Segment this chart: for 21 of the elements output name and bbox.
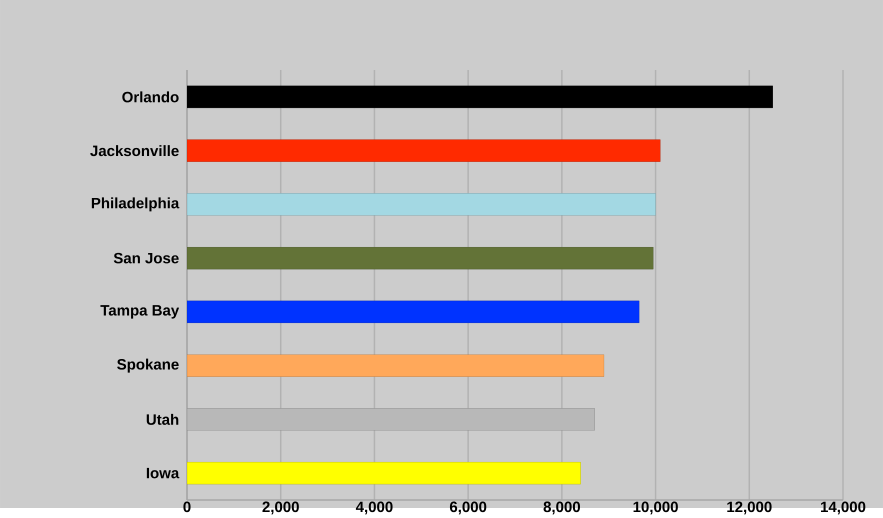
x-tick-label: 12,000 bbox=[727, 502, 772, 514]
bar bbox=[187, 462, 581, 484]
bar bbox=[187, 354, 604, 377]
x-tick-label: 6,000 bbox=[450, 502, 486, 514]
y-tick-label: Iowa bbox=[146, 468, 180, 479]
y-tick-label: Tampa Bay bbox=[100, 305, 180, 319]
y-tick-label: Spokane bbox=[117, 358, 179, 373]
x-tick-label: 10,000 bbox=[634, 502, 678, 514]
y-tick-label: Utah bbox=[146, 414, 178, 426]
x-tick-label: 2,000 bbox=[262, 502, 299, 514]
bar bbox=[187, 247, 654, 270]
x-tick-label: 8,000 bbox=[544, 502, 580, 514]
y-tick-label: San Jose bbox=[114, 252, 179, 264]
x-tick-label: 4,000 bbox=[356, 502, 393, 514]
x-tick-label: 0 bbox=[183, 502, 191, 512]
bar bbox=[187, 193, 656, 216]
y-tick-label: Jacksonville bbox=[90, 145, 179, 156]
y-tick-label: Orlando bbox=[122, 92, 179, 103]
bar bbox=[187, 300, 640, 324]
y-tick-label: Philadelphia bbox=[92, 198, 180, 212]
x-tick-label: 14,000 bbox=[821, 502, 866, 514]
